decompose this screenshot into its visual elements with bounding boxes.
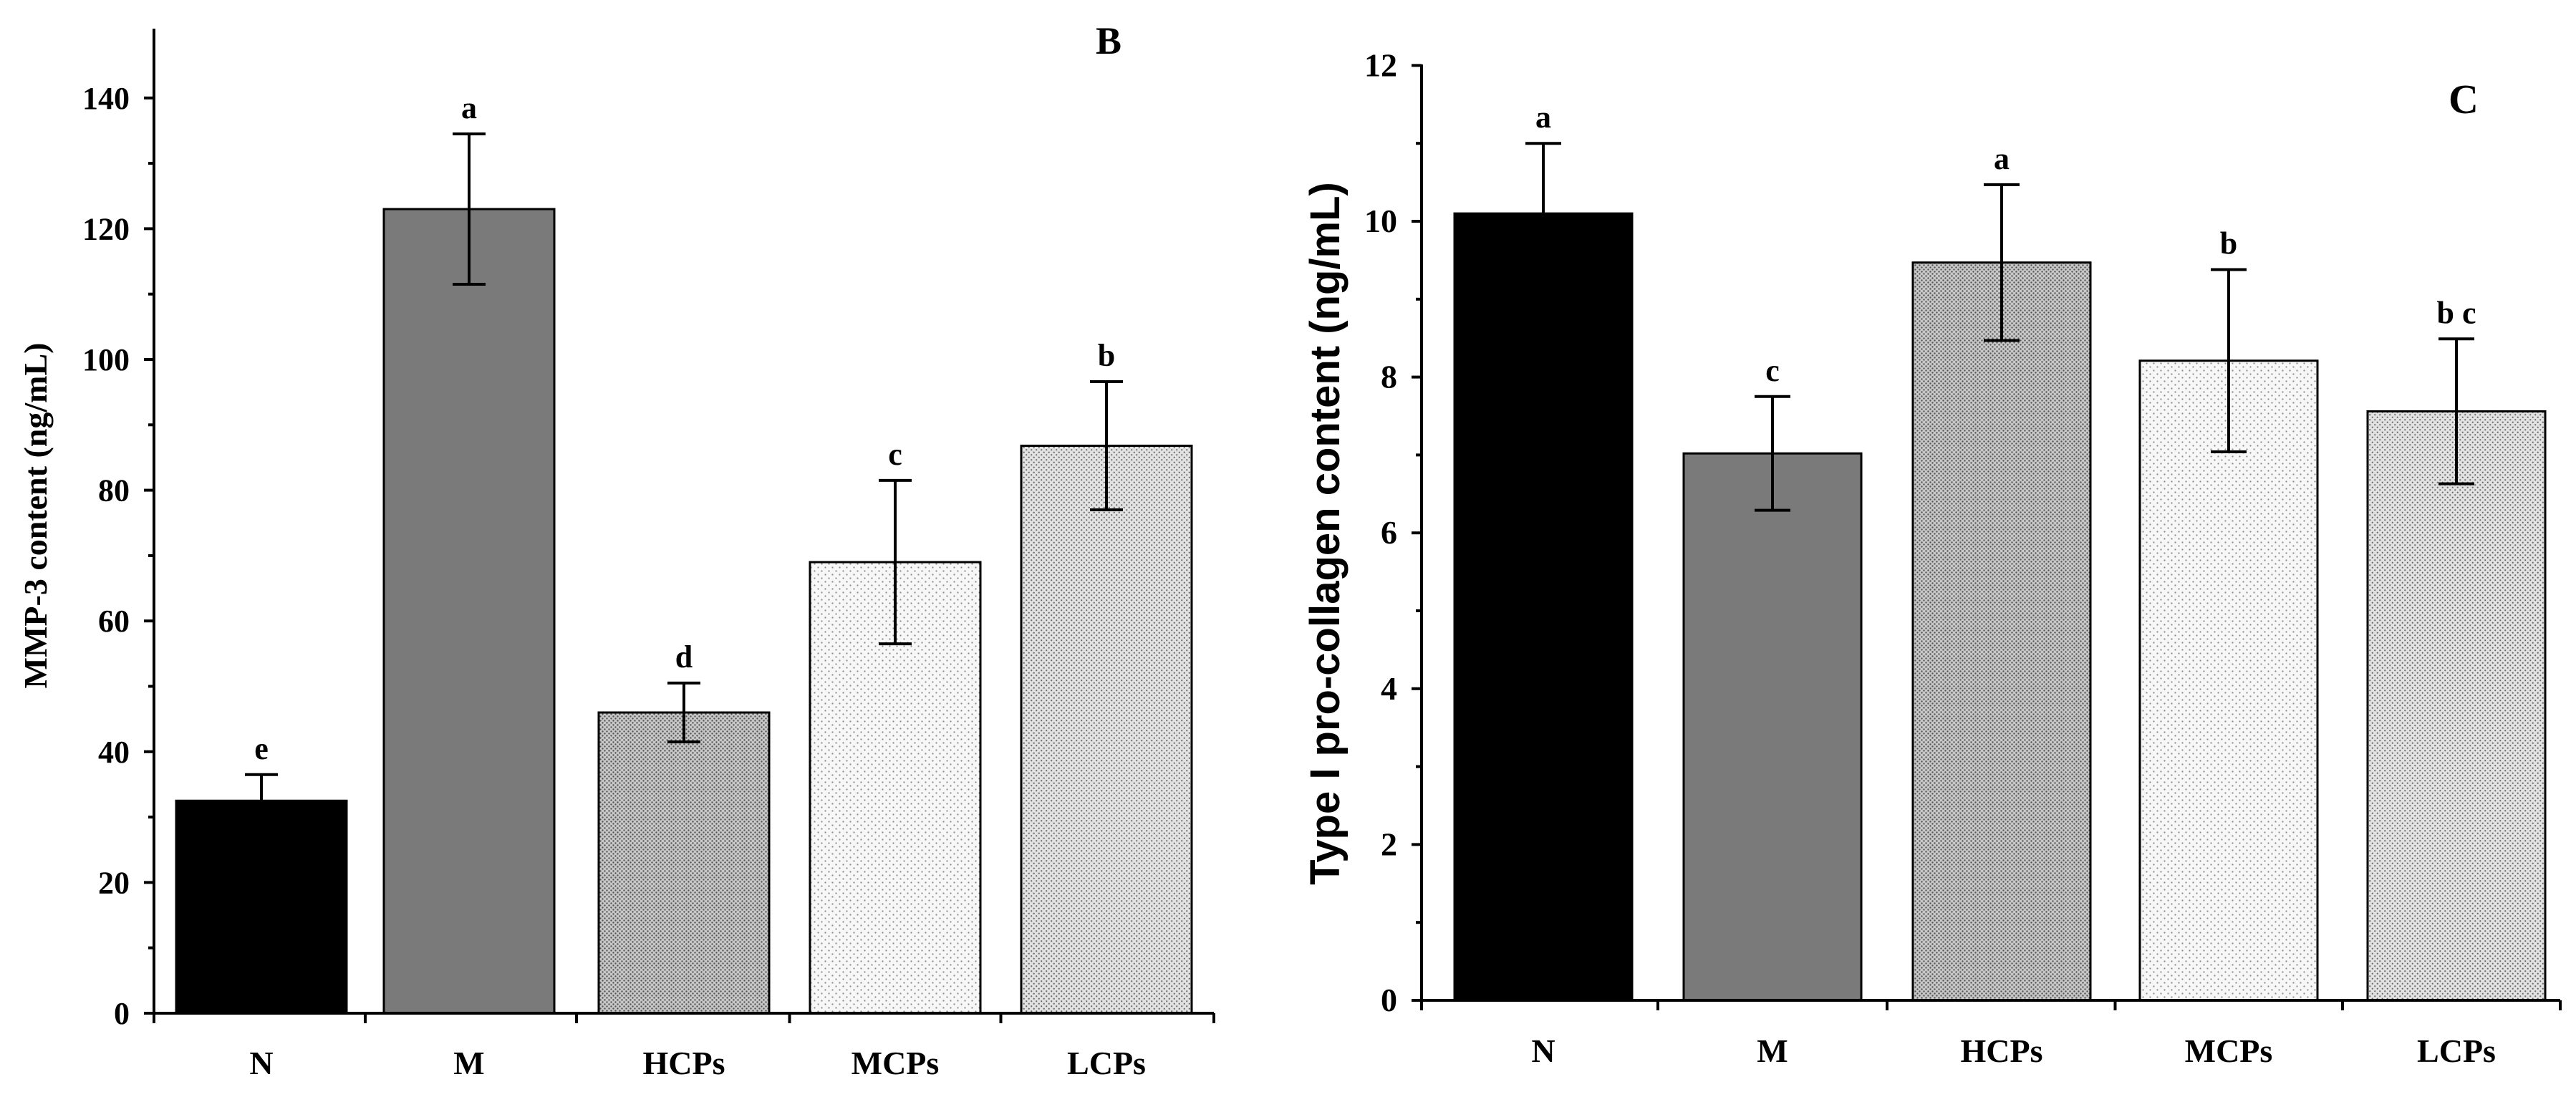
y-tick-label: 60 <box>98 604 130 639</box>
x-tick-label: LCPs <box>2417 1033 2496 1069</box>
bar-m <box>382 208 556 1015</box>
significance-label: e <box>254 731 269 766</box>
significance-label: b <box>2220 226 2237 261</box>
y-tick-label: 6 <box>1381 514 1397 551</box>
y-tick-label: 140 <box>82 81 130 116</box>
significance-label: b c <box>2437 295 2476 330</box>
chart-mmp3-axes <box>144 29 1215 1023</box>
bar-n <box>1453 212 1634 1002</box>
y-tick-label: 10 <box>1364 203 1397 239</box>
significance-label: a <box>1535 100 1551 135</box>
significance-label: b <box>1098 338 1115 373</box>
bar-mcps <box>2138 359 2319 1002</box>
y-tick-label: 4 <box>1381 670 1397 707</box>
panel-label: B <box>1096 19 1121 62</box>
x-tick-label: MCPs <box>2185 1033 2273 1069</box>
y-tick-label: 2 <box>1381 826 1397 862</box>
y-tick-label: 100 <box>82 342 130 377</box>
y-tick-label: 80 <box>98 473 130 508</box>
y-tick-label: 0 <box>114 996 130 1031</box>
chart-mmp3: e Na Md HCPs c MCPs b LCPs 0 20 40 60 80 100 120 140 MMP… <box>17 19 1215 1081</box>
y-axis-title: Type I pro-collagen content (ng/mL) <box>1302 182 1349 885</box>
x-tick-label: N <box>1531 1033 1555 1069</box>
chart-mmp3-errorbars <box>245 132 1123 828</box>
bar-lcps <box>1020 445 1193 1015</box>
bar-hcps <box>597 711 771 1015</box>
chart-mmp3-bars <box>175 208 1193 1015</box>
y-axis-title: MMP-3 content (ng/mL) <box>17 343 54 689</box>
chart-procollagen-errorbars <box>1525 142 2474 512</box>
panel-label: C <box>2449 76 2479 122</box>
x-tick-label: LCPs <box>1067 1045 1146 1081</box>
y-tick-label: 40 <box>98 735 130 770</box>
significance-label: c <box>888 437 902 472</box>
bar-lcps <box>2366 410 2547 1002</box>
chart-procollagen-labels: a Nc Ma HCPs b MCPs b c LCPs 0 2 4 6 8 10 12 Type I pro… <box>1302 47 2496 1069</box>
x-tick-label: HCPs <box>643 1045 725 1081</box>
x-tick-label: MCPs <box>852 1045 940 1081</box>
chart-mmp3-labels: e Na Md HCPs c MCPs b LCPs 0 20 40 60 80 100 120 140 MMP… <box>17 19 1146 1081</box>
bar-m <box>1682 452 1863 1002</box>
x-tick-label: M <box>1757 1033 1788 1069</box>
y-tick-label: 120 <box>82 211 130 246</box>
chart-procollagen-bars <box>1453 212 2547 1002</box>
x-tick-label: N <box>249 1045 273 1081</box>
bar-n <box>175 799 348 1015</box>
significance-label: d <box>675 639 693 675</box>
y-tick-label: 12 <box>1364 47 1397 83</box>
x-tick-label: M <box>453 1045 484 1081</box>
significance-label: a <box>461 90 477 125</box>
significance-label: c <box>1765 353 1780 388</box>
y-tick-label: 8 <box>1381 359 1397 395</box>
chart-procollagen-axes <box>1412 64 2562 1010</box>
x-tick-label: HCPs <box>1961 1033 2043 1069</box>
y-tick-label: 20 <box>98 865 130 900</box>
bar-hcps <box>1911 261 2092 1002</box>
y-tick-label: 0 <box>1381 982 1397 1018</box>
significance-label: a <box>1994 141 2010 176</box>
chart-procollagen: a Nc Ma HCPs b MCPs b c LCPs 0 2 4 6 8 10 12 Type I pro… <box>1302 47 2562 1069</box>
